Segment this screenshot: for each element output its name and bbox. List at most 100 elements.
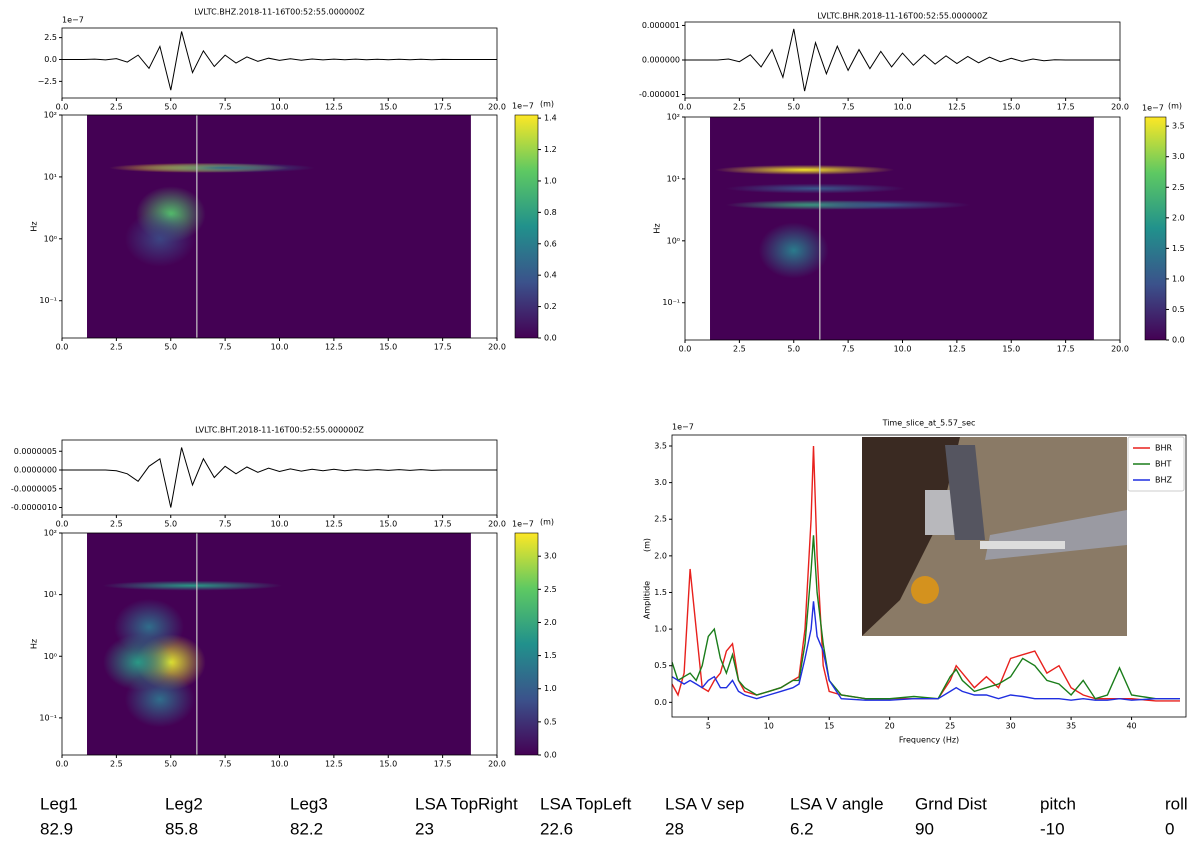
x-axis-label: Frequency (Hz) <box>899 736 959 745</box>
y-tick-label: 10⁻¹ <box>39 296 57 305</box>
spectral-peak <box>758 222 829 279</box>
colorbar-label: (m) <box>540 100 554 109</box>
x-tick-label: 15.0 <box>379 760 397 769</box>
parameter-value: 22.6 <box>540 819 573 838</box>
chart-title: LVLTC.BHT.2018-11-16T00:52:55.000000Z <box>195 426 364 435</box>
x-tick-label: 0.0 <box>56 520 69 529</box>
x-tick-label: 5.0 <box>164 760 177 769</box>
x-tick-label: 7.5 <box>842 345 855 354</box>
colorbar-offset: 1e−7 <box>512 520 534 529</box>
colorbar-tick-label: 3.5 <box>1172 122 1185 131</box>
legend-label: BHT <box>1155 460 1172 469</box>
parameter-name: LSA V angle <box>790 794 884 813</box>
x-tick-label: 12.5 <box>325 343 343 352</box>
parameter-value: 28 <box>665 819 684 838</box>
x-tick-label: 10.0 <box>271 520 289 529</box>
colorbar-tick-label: 0.2 <box>544 302 557 311</box>
x-tick-label: 40 <box>1126 722 1136 731</box>
y-tick-label: 2.5 <box>44 33 57 42</box>
spectral-peak <box>102 580 283 591</box>
spectral-peak <box>714 164 895 175</box>
x-tick-label: 15.0 <box>379 103 397 112</box>
chart-title: LVLTC.BHZ.2018-11-16T00:52:55.000000Z <box>194 8 365 17</box>
y-tick-label: 3.5 <box>654 441 667 450</box>
colorbar-label: (m) <box>540 518 554 527</box>
x-tick-label: 0.0 <box>679 103 692 112</box>
colorbar-tick-label: 1.5 <box>1172 244 1185 253</box>
photo <box>862 437 1127 636</box>
x-tick-label: 12.5 <box>325 520 343 529</box>
x-tick-label: 17.5 <box>434 103 452 112</box>
x-tick-label: 7.5 <box>842 103 855 112</box>
photo-coil <box>911 576 939 604</box>
y-axis-label: Amplitide <box>643 581 652 619</box>
parameter-value: 82.9 <box>40 819 73 838</box>
colorbar-tick-label: 1.0 <box>544 684 557 693</box>
y-tick-label: 2.0 <box>654 551 667 560</box>
series-line <box>672 601 1180 701</box>
x-tick-label: 7.5 <box>219 760 232 769</box>
x-tick-label: 25 <box>945 722 955 731</box>
colorbar-label: (m) <box>1168 102 1182 111</box>
colorbar-tick-label: 2.0 <box>1172 213 1185 222</box>
legend-box <box>1127 436 1185 492</box>
y-tick-label: 10⁻¹ <box>39 713 57 722</box>
parameter-value: 6.2 <box>790 819 814 838</box>
colorbar-tick-label: 1.5 <box>544 651 557 660</box>
y-tick-label: 1.0 <box>654 625 667 634</box>
y-tick-label: 0.0000000 <box>14 466 57 475</box>
colorbar-tick-label: 1.0 <box>544 176 557 185</box>
y-tick-label: 10² <box>667 113 680 122</box>
colorbar <box>1144 116 1167 341</box>
photo-leg <box>945 445 985 540</box>
x-tick-label: 35 <box>1066 722 1076 731</box>
x-tick-label: 12.5 <box>948 345 966 354</box>
y-axis-label: Hz <box>653 223 662 233</box>
y-tick-label: 10⁰ <box>667 236 680 245</box>
colorbar-offset: 1e−7 <box>1142 104 1164 113</box>
y-tick-label: 0.5 <box>654 661 667 670</box>
y-tick-label: 3.0 <box>654 478 667 487</box>
parameter-value: 82.2 <box>290 819 323 838</box>
y-tick-label: 0.000000 <box>642 56 680 65</box>
colorbar-tick-label: 0.0 <box>544 334 557 343</box>
x-tick-label: 5.0 <box>787 103 800 112</box>
x-tick-label: 2.5 <box>110 343 123 352</box>
y-tick-label: 10² <box>44 111 57 120</box>
x-tick-label: 12.5 <box>325 760 343 769</box>
x-tick-label: 15 <box>824 722 834 731</box>
spectral-peak <box>725 183 906 194</box>
colorbar-offset: 1e−7 <box>512 102 534 111</box>
x-tick-label: 7.5 <box>219 103 232 112</box>
colorbar-tick-label: 0.0 <box>1172 336 1185 345</box>
x-tick-label: 12.5 <box>325 103 343 112</box>
parameter-value: -10 <box>1040 819 1065 838</box>
y-tick-label: 2.5 <box>654 515 667 524</box>
colorbar <box>514 532 539 756</box>
colorbar-tick-label: 1.0 <box>1172 274 1185 283</box>
x-tick-label: 17.5 <box>434 760 452 769</box>
y-tick-label: 1.5 <box>654 588 667 597</box>
x-tick-label: 20 <box>885 722 895 731</box>
y-offset-label: 1e−7 <box>672 423 694 432</box>
waveform <box>62 31 497 91</box>
x-tick-label: 15.0 <box>379 343 397 352</box>
y-tick-label: 10¹ <box>44 172 57 181</box>
x-tick-label: 20.0 <box>488 760 506 769</box>
y-tick-label: 10² <box>44 529 57 538</box>
chart-title: Time_slice_at_5.57_sec <box>882 419 976 428</box>
x-tick-label: 0.0 <box>56 760 69 769</box>
x-tick-label: 15.0 <box>379 520 397 529</box>
parameter-value: 90 <box>915 819 934 838</box>
y-tick-label: 10⁰ <box>44 652 57 661</box>
x-tick-label: 0.0 <box>56 343 69 352</box>
x-tick-label: 20.0 <box>1111 103 1129 112</box>
colorbar-tick-label: 3.0 <box>1172 152 1185 161</box>
x-tick-label: 7.5 <box>219 343 232 352</box>
y-tick-label: -0.0000010 <box>11 503 57 512</box>
x-tick-label: 10.0 <box>894 345 912 354</box>
colorbar-tick-label: 3.0 <box>544 552 557 561</box>
parameter-name: pitch <box>1040 794 1076 813</box>
x-tick-label: 10.0 <box>271 343 289 352</box>
